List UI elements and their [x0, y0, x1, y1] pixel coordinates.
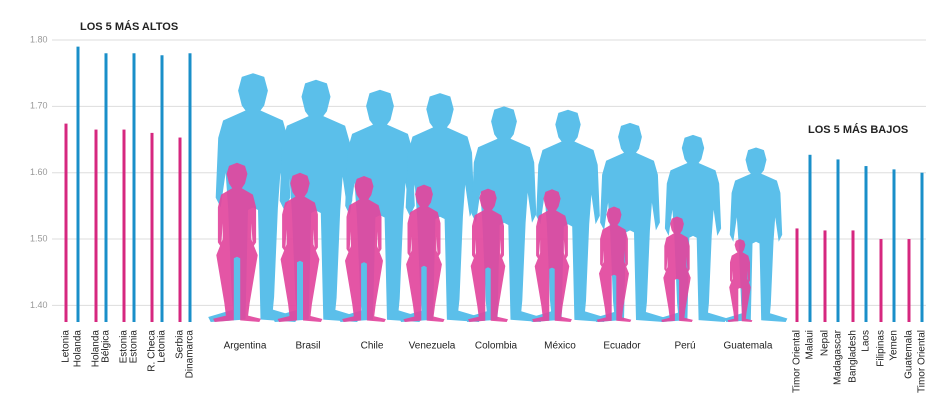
x-tick-label: Yemen	[889, 330, 900, 361]
x-tick-label: Dinamarca	[185, 330, 196, 379]
bar	[851, 230, 855, 322]
x-tick-label: Timor Oriental	[917, 330, 928, 393]
x-tick-label: R. Checa	[147, 330, 158, 372]
bar	[864, 166, 868, 322]
y-tick-label: 1.40	[30, 300, 48, 310]
x-tick-label: Ecuador	[603, 341, 641, 352]
x-tick-label: Serbia	[175, 330, 186, 359]
bar	[160, 55, 164, 323]
x-tick-label: Nepal	[820, 330, 831, 356]
bar	[892, 169, 896, 322]
x-tick-label: Argentina	[224, 341, 267, 352]
x-tick-label: Chile	[361, 341, 384, 352]
x-tick-label: Guatemala	[904, 330, 915, 379]
y-tick-label: 1.50	[30, 233, 48, 243]
bar	[94, 129, 98, 322]
x-tick-label: Laos	[861, 330, 872, 352]
bar	[836, 159, 840, 322]
x-tick-label: Timor Oriental	[792, 330, 803, 393]
y-tick-label: 1.60	[30, 167, 48, 177]
chart-title: LOS 5 MÁS BAJOS	[808, 123, 908, 136]
x-tick-label: Holanda	[91, 330, 102, 368]
bar	[64, 123, 68, 322]
x-tick-label: Malaui	[805, 330, 816, 359]
bar	[879, 239, 883, 322]
female-silhouette	[342, 176, 386, 322]
x-tick-label: Venezuela	[409, 341, 456, 352]
y-tick-label: 1.80	[30, 34, 48, 44]
x-tick-label: Letonia	[61, 330, 72, 363]
x-tick-label: Brasil	[295, 341, 320, 352]
x-tick-label: Holanda	[73, 330, 84, 368]
bar	[76, 46, 80, 323]
x-tick-label: Letonia	[157, 330, 168, 363]
bar	[188, 53, 192, 322]
female-silhouette	[727, 239, 753, 322]
bar	[823, 230, 827, 322]
x-tick-label: Bangladesh	[848, 330, 859, 383]
x-tick-label: Madagascar	[833, 329, 844, 385]
x-tick-label: Bélgica	[101, 330, 112, 363]
x-tick-label: México	[544, 341, 576, 352]
bar	[808, 154, 812, 322]
bar	[104, 53, 108, 322]
female-silhouette	[277, 172, 323, 322]
female-silhouette	[661, 216, 693, 322]
female-silhouette	[596, 206, 632, 322]
y-tick-label: 1.70	[30, 101, 48, 111]
bar	[122, 129, 126, 322]
x-tick-label: Estonia	[119, 330, 130, 364]
bar	[920, 172, 924, 322]
chart-title: LOS 5 MÁS ALTOS	[80, 20, 178, 33]
x-tick-label: Guatemala	[724, 341, 773, 352]
female-silhouette	[213, 162, 261, 322]
bar	[795, 228, 799, 322]
bar	[132, 53, 136, 322]
x-tick-label: Colombia	[475, 341, 518, 352]
female-silhouette	[403, 184, 445, 322]
x-tick-label: Filipinas	[876, 330, 887, 367]
bar	[150, 132, 154, 322]
x-tick-label: Perú	[674, 341, 695, 352]
female-silhouette	[532, 189, 572, 322]
bar	[907, 239, 911, 322]
bar	[178, 137, 182, 322]
female-silhouette	[468, 188, 508, 322]
x-tick-label: Estonia	[129, 330, 140, 364]
